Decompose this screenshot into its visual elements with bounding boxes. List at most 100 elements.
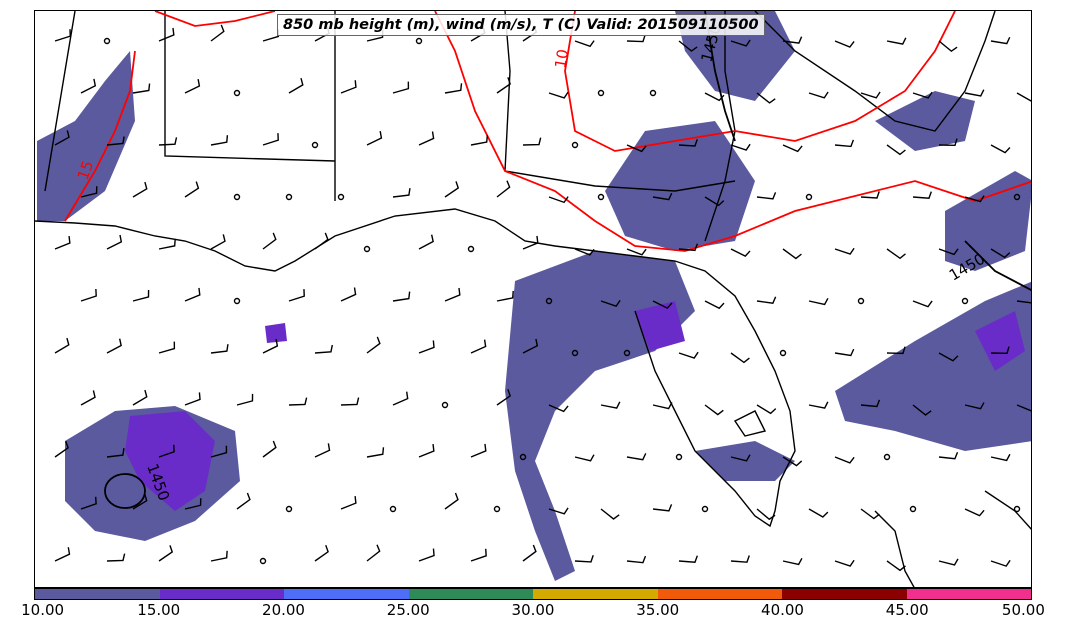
wind-barb	[184, 392, 201, 406]
wind-barb	[158, 444, 175, 458]
wind-barb	[886, 37, 907, 45]
wind-barb	[470, 135, 489, 146]
wind-barb	[730, 39, 751, 47]
calm-wind-marker	[883, 453, 891, 461]
calm-wind-marker	[701, 505, 709, 513]
calm-wind-marker	[779, 349, 787, 357]
wind-barb	[938, 248, 959, 256]
calm-wind-marker	[909, 505, 917, 513]
wind-barb	[704, 196, 725, 207]
calm-wind-marker	[805, 193, 813, 201]
wind-barb	[886, 248, 906, 260]
wind-barb	[860, 191, 880, 199]
wind-barb	[392, 188, 411, 198]
wind-barb	[132, 181, 148, 198]
colorbar-tick-label: 30.00	[511, 601, 555, 619]
wind-barb	[730, 454, 751, 462]
wind-barb	[392, 81, 410, 94]
wind-barb	[418, 234, 434, 250]
wind-barb	[262, 440, 277, 458]
colorbar-segment	[408, 589, 533, 599]
calm-wind-marker	[571, 349, 579, 357]
wind-barb	[834, 40, 855, 48]
wind-barb	[652, 192, 673, 201]
wind-barb	[54, 29, 71, 42]
wind-barb	[392, 391, 409, 406]
wind-barb	[210, 234, 226, 250]
wind-barb	[80, 186, 98, 198]
calm-wind-marker	[259, 557, 267, 565]
wind-barb	[470, 339, 487, 354]
calm-wind-marker	[441, 401, 449, 409]
wind-barb	[860, 399, 881, 408]
wind-barb	[1016, 404, 1031, 412]
wind-barb	[522, 235, 539, 250]
calm-wind-marker	[1013, 505, 1021, 513]
wind-barb	[1016, 300, 1031, 304]
wind-barb	[1016, 92, 1031, 102]
wind-barb	[314, 443, 331, 458]
colorbar-tick-label: 20.00	[262, 601, 305, 619]
wind-barb	[678, 139, 698, 147]
wind-barb	[444, 83, 463, 94]
wind-barb	[366, 336, 381, 354]
wind-barb	[132, 289, 150, 302]
wind-barb	[886, 144, 906, 156]
calm-wind-marker	[285, 193, 293, 201]
wind-barb	[132, 83, 151, 94]
wind-barb	[574, 248, 595, 256]
wind-barb	[730, 555, 750, 563]
colorbar-tick-label: 35.00	[636, 601, 680, 619]
wind-barb	[730, 248, 751, 257]
calm-wind-marker	[233, 297, 241, 305]
wind-barb	[990, 453, 1011, 462]
wind-barb	[496, 290, 514, 302]
wind-barb	[964, 195, 985, 203]
wind-barb	[236, 393, 254, 406]
calm-wind-marker	[571, 141, 579, 149]
wind-barb	[886, 346, 906, 355]
colorbar-segment	[284, 589, 409, 599]
wind-barb	[80, 288, 97, 302]
colorbar-tick-label: 15.00	[137, 601, 181, 619]
wind-barb	[418, 548, 435, 562]
wind-barb	[184, 498, 202, 510]
wind-barb	[366, 131, 383, 146]
wind-barb	[964, 508, 985, 517]
wind-barb	[548, 507, 569, 515]
height-contours	[104, 11, 1031, 509]
colorbar-tick-label: 50.00	[1001, 601, 1045, 619]
wind-barb	[990, 144, 1011, 154]
temperature-labels: 15 10	[74, 48, 572, 183]
wind-barb	[834, 139, 855, 148]
wind-barb	[782, 144, 803, 153]
wind-barb	[54, 440, 69, 458]
wind-barb	[158, 545, 174, 562]
wind-barb	[444, 287, 461, 302]
wind-barb	[756, 404, 777, 415]
calm-wind-marker	[389, 505, 397, 513]
wind-barb	[184, 181, 200, 198]
wind-barb	[80, 390, 96, 406]
wind-barb	[158, 27, 175, 42]
wind-barb	[184, 78, 201, 94]
wind-barb	[106, 553, 126, 562]
wind-barb	[496, 389, 511, 406]
calm-wind-marker	[545, 297, 553, 305]
wind-barb	[782, 248, 802, 260]
wind-barb	[522, 338, 539, 354]
wind-barb	[444, 181, 460, 198]
wind-barb	[912, 191, 932, 199]
calm-wind-marker	[1013, 193, 1021, 201]
colorbar-segment	[533, 589, 658, 599]
wind-barbs	[54, 24, 1031, 572]
wind-barb	[886, 560, 906, 572]
wind-barb	[106, 338, 122, 354]
wind-barb	[600, 401, 621, 409]
wind-barb	[470, 443, 487, 458]
wind-barb	[626, 34, 646, 43]
calm-wind-marker	[467, 245, 475, 253]
wind-barb	[574, 555, 594, 563]
map-panel: 15 10 1450 1450 1450	[34, 10, 1032, 588]
wind-barb	[106, 448, 125, 458]
